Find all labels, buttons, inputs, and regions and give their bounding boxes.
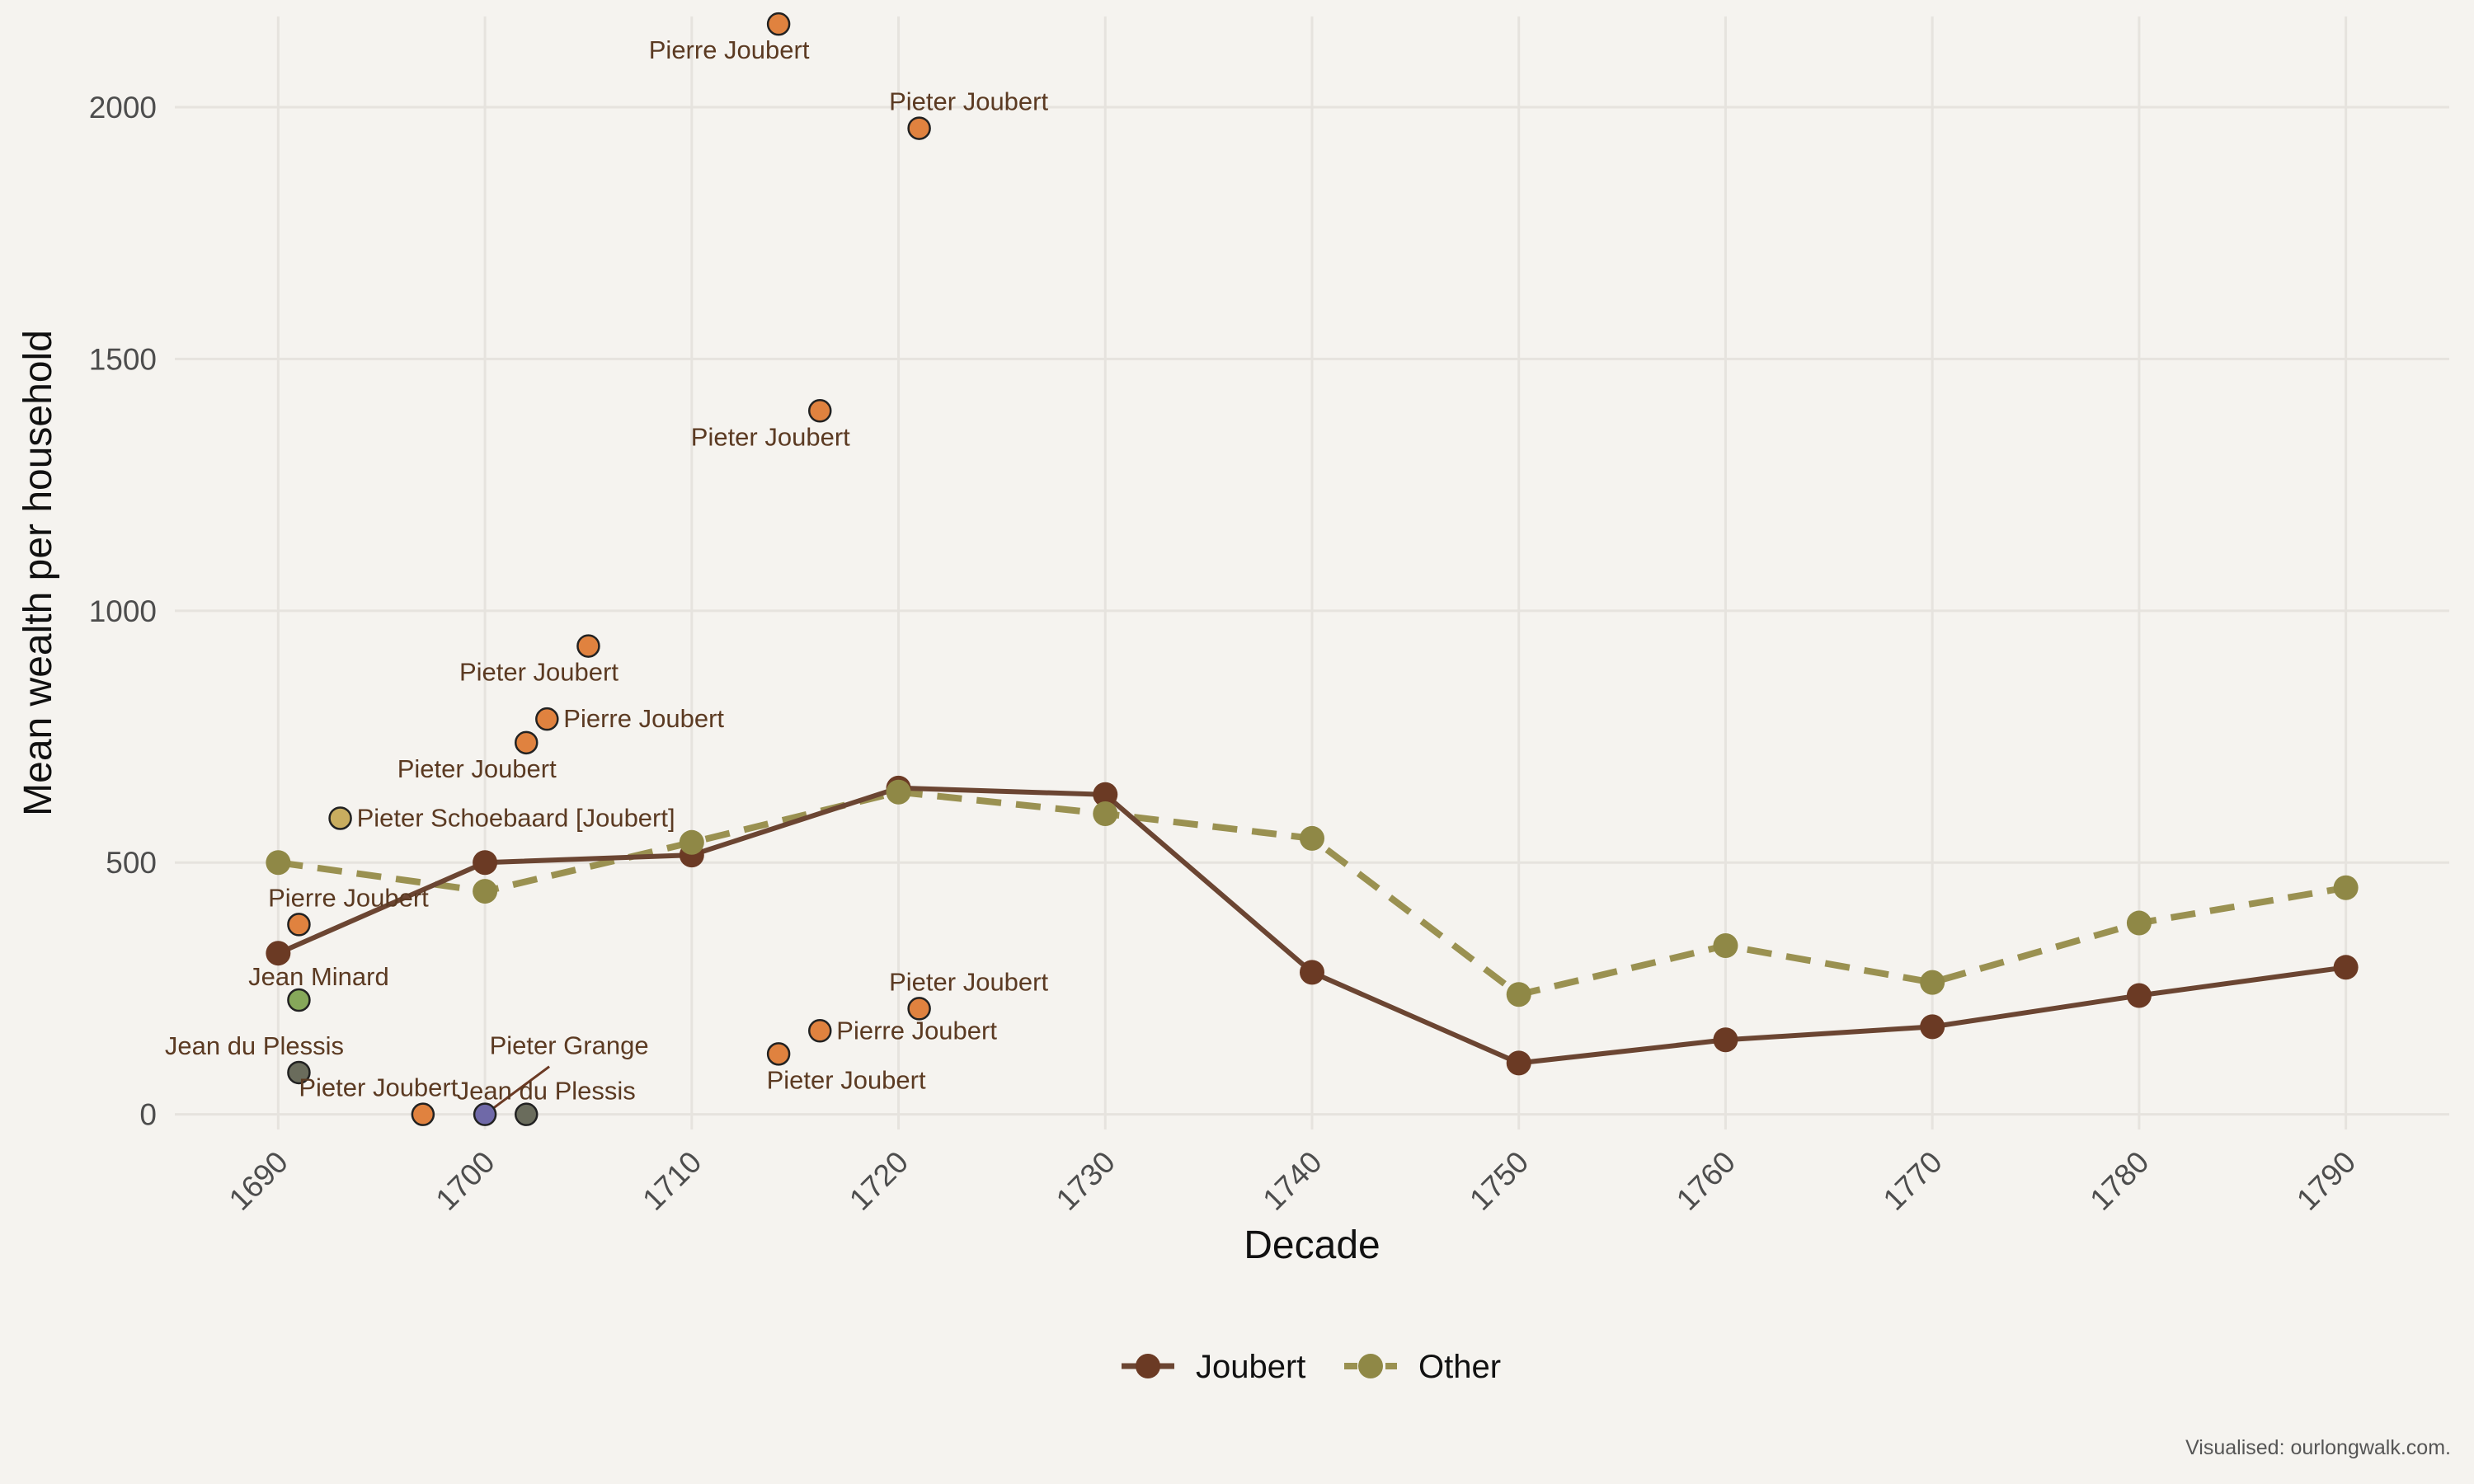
series-point-joubert: [473, 850, 498, 876]
household-label: Pieter Joubert: [459, 658, 618, 687]
series-point-joubert: [266, 941, 291, 966]
household-label: Pieter Joubert: [299, 1073, 458, 1102]
household-point: [907, 116, 931, 140]
household-label: Pieter Schoebaard [Joubert]: [357, 803, 675, 832]
series-point-other: [1920, 970, 1945, 995]
series-point-other: [1506, 982, 1531, 1007]
household-label: Pierre Joubert: [563, 704, 724, 733]
y-tick-label: 1000: [89, 594, 157, 628]
y-axis-title: Mean wealth per household: [16, 330, 60, 816]
x-tick-label: 1730: [1050, 1145, 1122, 1217]
household-point: [808, 1019, 832, 1043]
household-point: [514, 730, 539, 755]
household-label: Jean du Plessis: [165, 1031, 344, 1060]
x-tick-label: 1690: [223, 1145, 294, 1217]
series-point-other: [1093, 801, 1118, 826]
household-point: [907, 997, 931, 1021]
series-point-other: [886, 779, 911, 805]
household-point: [766, 1042, 791, 1066]
caption: Visualised: ourlongwalk.com.: [2185, 1436, 2451, 1459]
household-label: Jean du Plessis: [457, 1077, 636, 1106]
household-label: Pieter Joubert: [889, 87, 1048, 116]
legend-label-other: Other: [1418, 1349, 1501, 1385]
household-point: [535, 707, 559, 731]
series-point-joubert: [1506, 1050, 1531, 1076]
series-point-joubert: [1300, 960, 1324, 985]
x-tick-label: 1750: [1463, 1145, 1535, 1217]
x-axis-title: Decade: [1244, 1223, 1380, 1267]
household-point: [287, 913, 311, 937]
x-tick-label: 1790: [2290, 1145, 2362, 1217]
y-tick-label: 500: [106, 846, 157, 880]
series-point-joubert: [1713, 1027, 1738, 1053]
leader-line: [484, 1065, 550, 1115]
household-label: Pieter Joubert: [767, 1065, 926, 1094]
x-tick-label: 1740: [1256, 1145, 1328, 1217]
y-tick-label: 2000: [89, 91, 157, 124]
household-point: [514, 1102, 539, 1126]
household-point: [328, 806, 352, 830]
series-point-joubert: [1093, 782, 1118, 807]
household-point: [576, 634, 600, 658]
y-tick-label: 1500: [89, 342, 157, 376]
household-point: [287, 988, 311, 1012]
household-label: Pierre Joubert: [268, 883, 429, 912]
household-label: Jean Minard: [248, 962, 389, 991]
household-point: [411, 1102, 435, 1126]
series-point-other: [679, 829, 704, 855]
household-label: Pierre Joubert: [649, 35, 810, 64]
series-point-joubert: [2333, 955, 2359, 980]
household-point: [473, 1102, 497, 1126]
household-label: Pieter Joubert: [691, 422, 850, 451]
series-point-other: [473, 879, 498, 904]
x-tick-label: 1710: [636, 1145, 708, 1217]
series-point-other: [266, 850, 291, 876]
x-tick-label: 1720: [843, 1145, 915, 1217]
x-tick-label: 1760: [1670, 1145, 1742, 1217]
series-point-other: [1300, 825, 1324, 851]
legend-marker-other: [1358, 1354, 1383, 1378]
legend-marker-joubert: [1136, 1354, 1160, 1378]
household-point: [766, 12, 791, 36]
household-label: Pieter Joubert: [889, 967, 1048, 996]
household-point: [287, 1060, 311, 1085]
series-point-other: [1713, 933, 1738, 959]
series-point-other: [2333, 875, 2359, 900]
household-label: Pieter Joubert: [397, 754, 557, 783]
household-point: [808, 399, 832, 423]
x-tick-label: 1700: [430, 1145, 501, 1217]
household-label: Pieter Grange: [490, 1031, 649, 1060]
x-tick-label: 1780: [2083, 1145, 2155, 1217]
x-tick-label: 1770: [1877, 1145, 1949, 1217]
series-point-joubert: [1920, 1014, 1945, 1040]
y-tick-label: 0: [139, 1098, 157, 1132]
legend-label-joubert: Joubert: [1196, 1349, 1305, 1385]
series-point-joubert: [2126, 983, 2152, 1008]
series-point-other: [2126, 910, 2152, 936]
household-label: Pierre Joubert: [836, 1016, 997, 1045]
